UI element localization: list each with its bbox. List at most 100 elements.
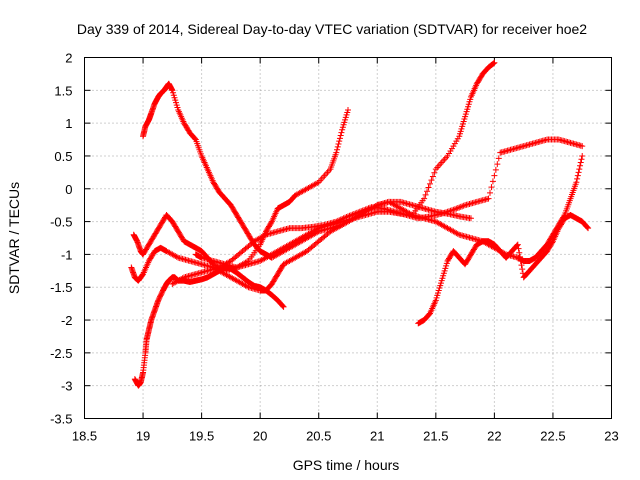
x-tick-label: 19 (136, 429, 150, 444)
data-point (179, 275, 186, 282)
data-point (337, 132, 344, 139)
data-point (334, 146, 341, 153)
data-point (422, 191, 429, 198)
data-point (485, 195, 492, 202)
x-tick-labels: 18.5 19 19.5 20 20.5 21 21.5 22 22.5 23 (72, 429, 619, 444)
x-tick-label: 21.5 (423, 429, 448, 444)
data-point (489, 178, 496, 185)
data-point (514, 242, 521, 249)
data-point (314, 225, 321, 232)
data-point (491, 59, 498, 66)
data-point (334, 143, 341, 150)
x-tick-label: 22 (487, 429, 501, 444)
data-point (494, 161, 501, 168)
y-tick-labels: -3.5 -3 -2.5 -2 -1.5 -1 -0.5 0 0.5 1 1.5 2 (50, 51, 72, 427)
series-arc-7 (415, 212, 592, 327)
data-point (361, 207, 368, 214)
x-tick-label: 22.5 (540, 429, 565, 444)
data-point (514, 241, 521, 248)
data-point (517, 253, 524, 260)
data-point (491, 172, 498, 179)
y-tick-label: -2 (61, 313, 73, 328)
data-point (280, 303, 287, 310)
data-point (577, 159, 584, 166)
data-point (457, 203, 464, 210)
data-point (336, 135, 343, 142)
y-tick-label: -1.5 (50, 280, 72, 295)
data-point (518, 262, 525, 269)
data-point (577, 162, 584, 169)
data-point (192, 135, 199, 142)
data-point (490, 60, 497, 67)
x-axis-title: GPS time / hours (293, 457, 400, 473)
x-tick-label: 23 (604, 429, 618, 444)
data-point (454, 230, 461, 237)
data-point (454, 205, 461, 212)
data-point (359, 207, 366, 214)
data-point (268, 219, 275, 226)
y-tick-label: -2.5 (50, 346, 72, 361)
x-tick-label: 18.5 (72, 429, 97, 444)
data-point (579, 143, 586, 150)
series-arc-1 (131, 264, 287, 389)
data-point (459, 203, 466, 210)
series-arc-4 (128, 59, 498, 294)
y-tick-label: -3 (61, 379, 73, 394)
data-point (426, 180, 433, 187)
x-tick-label: 19.5 (189, 429, 214, 444)
data-point (517, 257, 524, 264)
data-point (243, 283, 250, 290)
data-point (424, 188, 431, 195)
data-point (451, 206, 458, 213)
data-point (358, 208, 365, 215)
data-point (456, 204, 463, 211)
y-tick-label: 1.5 (54, 83, 72, 98)
chart-title: Day 339 of 2014, Sidereal Day-to-day VTE… (77, 21, 587, 37)
data-point (460, 202, 467, 209)
data-point (335, 141, 342, 148)
data-points (128, 59, 592, 389)
data-point (450, 206, 457, 213)
data-point (575, 169, 582, 176)
data-point (345, 107, 351, 114)
data-point (364, 205, 371, 212)
data-point (173, 253, 180, 260)
y-tick-label: 1 (65, 116, 72, 131)
data-point (574, 175, 581, 182)
data-point (261, 232, 268, 239)
y-tick-label: -0.5 (50, 215, 72, 230)
x-tick-label: 21 (370, 429, 384, 444)
data-point (574, 172, 581, 179)
x-tick-label: 20 (253, 429, 267, 444)
data-point (336, 138, 343, 145)
data-point (338, 129, 345, 136)
data-point (549, 239, 556, 246)
data-point (576, 166, 583, 173)
data-point (362, 206, 369, 213)
data-point (421, 195, 428, 202)
data-point (425, 184, 432, 191)
y-tick-label: -1 (61, 247, 73, 262)
data-point (573, 179, 580, 186)
y-axis-title: SDTVAR / TECUs (6, 182, 22, 294)
data-point (584, 224, 591, 231)
data-point (516, 249, 523, 256)
data-point (467, 215, 474, 222)
y-tick-label: -3.5 (50, 412, 72, 427)
data-point (579, 152, 586, 159)
data-point (488, 184, 495, 191)
data-point (492, 166, 499, 173)
data-point (431, 169, 438, 176)
data-point (365, 205, 372, 212)
y-tick-label: 0 (65, 182, 72, 197)
data-point (333, 149, 340, 156)
data-point (486, 189, 493, 196)
plot-frame (84, 57, 612, 419)
data-point (495, 155, 502, 162)
y-tick-label: 2 (65, 51, 72, 66)
data-point (515, 245, 522, 252)
data-point (519, 266, 526, 273)
data-point (453, 205, 460, 212)
y-tick-label: 0.5 (54, 149, 72, 164)
